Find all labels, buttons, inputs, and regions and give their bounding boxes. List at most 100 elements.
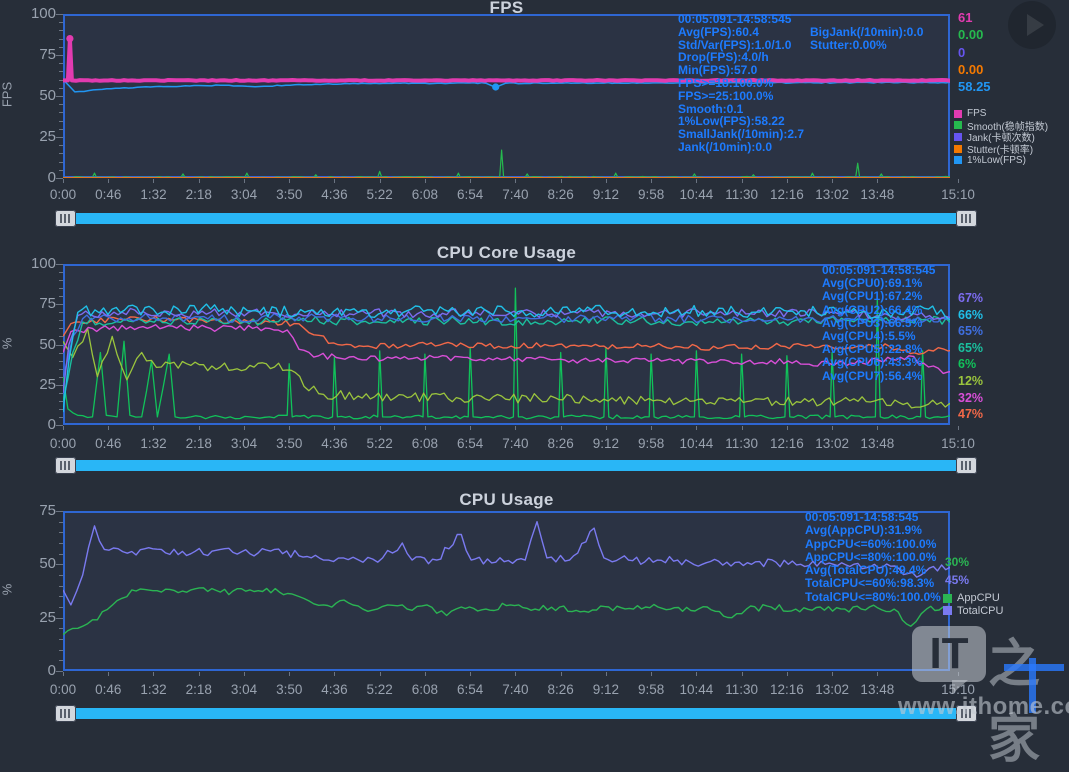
cpu-usage-axis-tick <box>651 672 653 676</box>
fps-stat-line: FPS>=18:100.0% <box>678 75 774 90</box>
fps-series-fps <box>63 36 950 83</box>
cpu-core-usage-y-tick-label: 25 <box>39 375 56 393</box>
fps-axis-tick <box>59 169 63 171</box>
fps-y-tick-label: 0 <box>47 169 56 186</box>
cpu-usage-legend-item: AppCPU <box>943 592 1000 605</box>
cpu-core-usage-y-tick-label: 0 <box>47 416 56 433</box>
fps-y-tick-label: 75 <box>39 46 56 63</box>
cpu-core-usage-axis-tick <box>59 272 63 274</box>
cpu-core-usage-series-cpu4 <box>63 287 950 420</box>
cpu-core-usage-scrollbar-left-handle[interactable] <box>55 457 76 474</box>
watermark-cross-icon <box>1029 658 1036 713</box>
cpu-core-usage-series-cpu5 <box>63 327 950 409</box>
fps-axis-tick <box>334 179 336 183</box>
cpu-usage-series-totalcpu <box>63 520 950 606</box>
fps-x-tick-label: 15:10 <box>941 187 975 202</box>
fps-axis-tick <box>56 137 63 138</box>
cpu-usage-scrollbar-left-handle[interactable] <box>55 705 76 722</box>
fps-current-value: 0.00 <box>958 27 984 43</box>
cpu-core-usage-axis-tick <box>56 425 63 426</box>
cpu-usage-axis-tick <box>153 672 155 676</box>
cpu-core-usage-series-cpu7 <box>63 315 950 355</box>
cpu-core-usage-x-tick-label: 3:50 <box>276 436 303 451</box>
cpu-core-usage-y-tick-label: 75 <box>39 295 56 313</box>
cpu-core-usage-current-value: 32% <box>958 390 984 405</box>
cpu-usage-axis-tick <box>56 511 63 512</box>
cpu-usage-x-tick-label: 3:50 <box>276 682 303 697</box>
fps-stat-line: FPS>=25:100.0% <box>678 88 774 103</box>
cpu-core-usage-axis-tick <box>59 352 63 354</box>
cpu-usage-axis-tick <box>59 575 63 576</box>
fps-time-scrollbar[interactable] <box>55 210 977 227</box>
cpu-usage-axis-tick <box>741 672 743 676</box>
fps-axis-tick <box>59 104 63 106</box>
fps-x-tick-label: 0:00 <box>49 187 77 202</box>
cpu-core-usage-x-tick-label: 10:44 <box>679 436 714 451</box>
cpu-core-usage-x-tick-label: 11:30 <box>725 436 758 451</box>
fps-scrollbar-right-handle[interactable] <box>956 210 977 227</box>
fps-current-value: 58.25 <box>958 79 991 95</box>
cpu-core-usage-axis-tick <box>59 368 63 370</box>
cpu-usage-stat-line: AppCPU<=60%:100.0% <box>805 536 937 551</box>
fps-stat-line: Min(FPS):57.0 <box>678 63 758 78</box>
cpu-usage-current-value: 45% <box>945 572 970 587</box>
cpu-core-usage-stat-line: Avg(CPU5):22.8% <box>822 342 923 357</box>
fps-legend-item: Jank(卡顿次数) <box>954 131 1035 144</box>
cpu-core-usage-scrollbar-right-handle[interactable] <box>956 457 977 474</box>
cpu-core-usage-series-cpu6 <box>63 324 950 375</box>
cpu-core-usage-axis-tick <box>786 426 788 430</box>
cpu-core-usage-time-scrollbar[interactable] <box>55 457 977 474</box>
cpu-core-usage-series-cpu2 <box>63 312 950 377</box>
fps-axis-tick <box>59 128 63 130</box>
fps-axis-tick <box>56 96 63 97</box>
cpu-usage-y-tick-label: 50 <box>39 555 56 573</box>
cpu-core-usage-x-tick-label: 9:58 <box>637 436 665 451</box>
fps-axis-tick <box>56 14 63 15</box>
cpu-core-usage-x-tick-label: 0:00 <box>49 436 77 451</box>
cpu-core-usage-stats-overlay: 00:05:091-14:58:545 Avg(CPU0):69.1% Avg(CP… <box>822 263 935 383</box>
cpu-usage-time-scrollbar[interactable] <box>55 705 977 722</box>
cpu-usage-stat-line: Avg(AppCPU):31.9% <box>805 523 922 538</box>
cpu-usage-axis-tick <box>59 532 63 534</box>
cpu-usage-scrollbar-track[interactable] <box>75 708 957 719</box>
cpu-usage-scrollbar-right-handle[interactable] <box>956 705 977 722</box>
cpu-core-usage-x-tick-label: 12:16 <box>769 436 804 451</box>
fps-series-canvas <box>63 35 950 178</box>
fps-x-tick-label: 2:18 <box>185 187 212 202</box>
fps-chart-title: FPS <box>489 0 524 17</box>
cpu-usage-axis-tick <box>59 639 63 640</box>
cpu-usage-x-tick-label: 3:04 <box>230 682 258 697</box>
cpu-core-usage-axis-tick <box>59 296 63 298</box>
cpu-usage-axis-tick <box>59 596 63 598</box>
fps-legend-item: Smooth(稳帧指数) <box>954 120 1048 133</box>
fps-scrollbar-left-handle[interactable] <box>55 210 76 227</box>
fps-axis-tick <box>470 179 472 183</box>
cpu-usage-x-tick-label: 0:00 <box>49 682 77 697</box>
cpu-usage-x-tick-label: 13:48 <box>860 682 895 697</box>
fps-scrollbar-track[interactable] <box>75 213 957 224</box>
fps-axis-tick <box>379 179 381 183</box>
cpu-usage-legend-swatch <box>943 606 952 616</box>
fps-x-tick-label: 6:08 <box>411 187 439 202</box>
fps-stat-line: Jank(/10min):0.0 <box>678 139 773 154</box>
cpu-usage-axis-tick <box>515 672 517 676</box>
cpu-usage-axis-tick <box>334 672 336 676</box>
cpu-usage-axis-tick <box>786 672 788 676</box>
record-play-button[interactable] <box>1008 1 1056 49</box>
cpu-core-usage-current-value: 47% <box>958 407 984 422</box>
fps-stats-overlay: 00:05:091-14:58:545 Avg(FPS):60.4 Std/Var(… <box>678 13 804 154</box>
cpu-core-usage-scrollbar-track[interactable] <box>75 460 957 471</box>
cpu-usage-x-tick-label: 12:16 <box>769 682 804 697</box>
fps-axis-tick <box>59 161 63 163</box>
fps-data-point <box>66 35 74 43</box>
cpu-core-usage-current-value: 66% <box>958 307 984 322</box>
fps-axis-tick <box>515 179 517 183</box>
fps-legend-label: Stutter(卡顿率) <box>967 145 1034 157</box>
cpu-core-usage-x-tick-label: 7:40 <box>502 436 529 451</box>
cpu-usage-stat-line: Avg(TotalCPU):49.4% <box>805 563 927 578</box>
cpu-core-usage-axis-tick <box>56 344 63 346</box>
cpu-core-usage-axis-tick <box>424 426 426 430</box>
fps-legend-swatch <box>954 109 962 118</box>
fps-legend-label: 1%Low(FPS) <box>967 154 1026 166</box>
fps-stat-line: BigJank(/10min):0.0 <box>810 24 924 39</box>
